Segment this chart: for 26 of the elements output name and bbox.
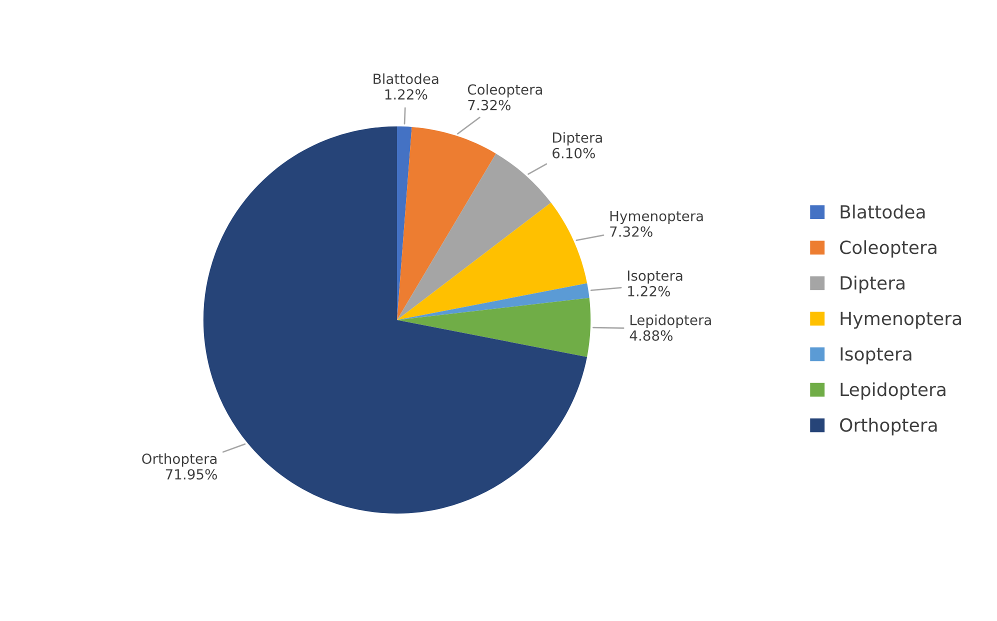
slice-label: Hymenoptera [610, 210, 703, 224]
data-label: 1.22% [628, 286, 670, 296]
slice-label: Orthoptera [142, 453, 216, 467]
slice-label: Coleoptera [468, 84, 542, 98]
slice-label: Lepidoptera [630, 314, 711, 328]
data-label: 7.32% [610, 226, 652, 237]
slice-label: Blattodea [374, 73, 438, 84]
legend-label: Diptera [840, 276, 904, 294]
pie-slice [397, 154, 551, 320]
legend-label: Orthoptera [840, 418, 937, 436]
legend-label: Lepidoptera [840, 382, 946, 400]
legend-label: Isoptera [840, 347, 912, 364]
data-label: 1.22% [385, 89, 428, 100]
pie-slice [397, 283, 590, 320]
pie-slice [397, 202, 588, 320]
slice-label: Isoptera [628, 270, 682, 284]
data-label: 4.88% [630, 330, 672, 341]
legend-label: Blattodea [840, 204, 925, 219]
legend-label: Coleoptera [840, 240, 936, 258]
data-label: 7.32% [468, 100, 510, 110]
data-label: 6.10% [552, 148, 595, 158]
slice-label: Diptera [552, 132, 602, 146]
pie-slice [397, 126, 496, 320]
pie-slice [397, 298, 591, 357]
data-label: 71.95% [166, 469, 217, 480]
legend-label: Hymenoptera [840, 312, 961, 329]
